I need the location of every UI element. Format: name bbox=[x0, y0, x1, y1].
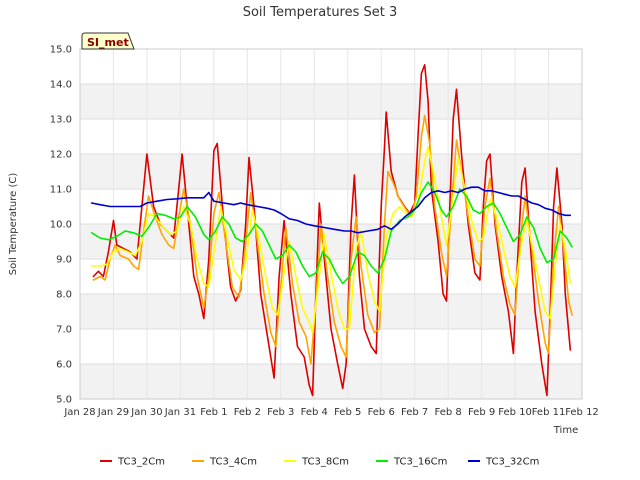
x-tick-label: Feb 7 bbox=[401, 407, 428, 418]
y-axis-title: Soil Temperature (C) bbox=[8, 173, 19, 276]
x-tick-label: Feb 3 bbox=[267, 407, 294, 418]
x-tick-label: Feb 2 bbox=[234, 407, 261, 418]
y-tick-label: 12.0 bbox=[50, 150, 72, 161]
y-tick-label: 5.0 bbox=[56, 395, 72, 406]
x-axis-title: Time bbox=[553, 425, 578, 436]
x-tick-label: Feb 10 bbox=[498, 407, 532, 418]
series-lines bbox=[90, 64, 573, 397]
series-line-tc3-2cm bbox=[92, 64, 572, 397]
x-tick-label: Jan 29 bbox=[97, 407, 129, 418]
y-tick-label: 10.0 bbox=[50, 220, 72, 231]
plot-band bbox=[80, 84, 582, 119]
x-tick-label: Feb 11 bbox=[532, 407, 566, 418]
plot-band bbox=[80, 119, 582, 154]
plot-band bbox=[80, 49, 582, 84]
y-tick-label: 7.0 bbox=[56, 325, 72, 336]
x-tick-label: Feb 8 bbox=[435, 407, 462, 418]
y-axis: 5.0 6.0 7.0 8.0 9.0 10.0 11.0 12.0 13.0 14.0 15.0 bbox=[50, 45, 72, 406]
plot-band bbox=[80, 364, 582, 399]
x-tick-label: Feb 9 bbox=[468, 407, 495, 418]
legend-label: TC3_2Cm bbox=[117, 457, 165, 468]
x-tick-label: Feb 5 bbox=[334, 407, 361, 418]
badge-label: SI_met bbox=[87, 36, 129, 49]
series-line-tc3-32cm bbox=[90, 186, 572, 234]
series-line-tc3-8cm bbox=[90, 146, 572, 334]
x-tick-label: Jan 31 bbox=[164, 407, 196, 418]
legend-label: TC3_32Cm bbox=[485, 457, 539, 468]
series-line-tc3-4cm bbox=[92, 114, 573, 365]
x-tick-label: Feb 6 bbox=[368, 407, 395, 418]
plot-band bbox=[80, 329, 582, 364]
legend: TC3_2Cm TC3_4Cm TC3_8Cm TC3_16Cm TC3_32Cm bbox=[100, 457, 539, 468]
x-tick-label: Feb 12 bbox=[565, 407, 599, 418]
chart-title: Soil Temperatures Set 3 bbox=[243, 5, 398, 20]
y-tick-label: 6.0 bbox=[56, 360, 72, 371]
x-tick-label: Jan 28 bbox=[63, 407, 95, 418]
y-tick-label: 14.0 bbox=[50, 80, 72, 91]
x-tick-label: Jan 30 bbox=[130, 407, 162, 418]
plot-band bbox=[80, 189, 582, 224]
series-line-tc3-16cm bbox=[90, 181, 573, 285]
plot-band bbox=[80, 154, 582, 189]
y-tick-label: 11.0 bbox=[50, 185, 72, 196]
x-tick-label: Feb 1 bbox=[200, 407, 227, 418]
y-tick-label: 15.0 bbox=[50, 45, 72, 56]
y-tick-label: 13.0 bbox=[50, 115, 72, 126]
plot-area bbox=[79, 48, 583, 400]
y-tick-label: 9.0 bbox=[56, 255, 72, 266]
legend-label: TC3_4Cm bbox=[209, 457, 257, 468]
legend-label: TC3_16Cm bbox=[393, 457, 447, 468]
x-tick-label: Feb 4 bbox=[301, 407, 328, 418]
badge-shape bbox=[81, 32, 135, 50]
legend-label: TC3_8Cm bbox=[301, 457, 349, 468]
si-met-badge: SI_met bbox=[81, 32, 135, 50]
x-axis: Jan 28 Jan 29 Jan 30 Jan 31 Feb 1 Feb 2 Feb 3 F… bbox=[63, 407, 598, 418]
y-tick-label: 8.0 bbox=[56, 290, 72, 301]
